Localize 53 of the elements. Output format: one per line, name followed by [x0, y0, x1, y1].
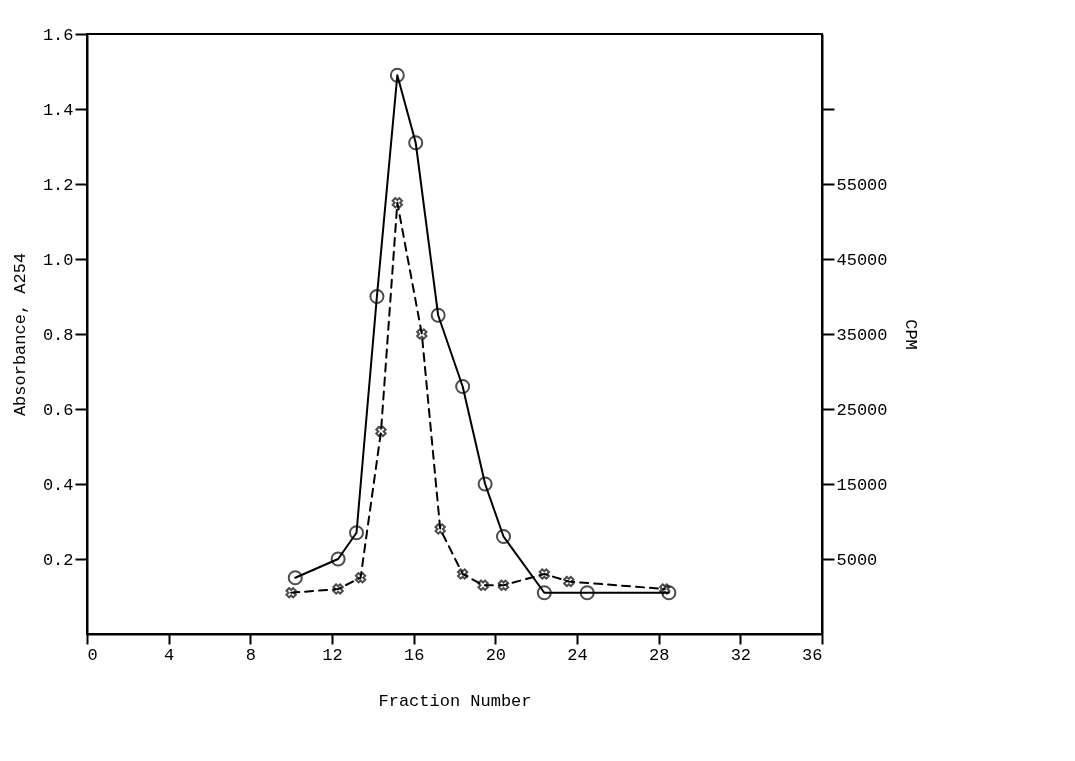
- x-tick-label: 8: [245, 645, 256, 665]
- point: [348, 525, 365, 541]
- point: [455, 378, 471, 395]
- point: [579, 585, 595, 601]
- y-tick-label: 1.6: [42, 25, 74, 45]
- point: [354, 572, 367, 584]
- x-tick-label: 12: [322, 645, 343, 665]
- point: [375, 425, 387, 438]
- y2-tick-label: 25000: [836, 400, 888, 420]
- y2-tick-label: 15000: [836, 475, 888, 495]
- x-tick-label: 16: [403, 645, 425, 665]
- x-tick-label: 0: [87, 645, 98, 665]
- y2-axis-title: CPM: [900, 319, 920, 350]
- point: [659, 583, 671, 595]
- y-tick-label: 1.2: [42, 175, 74, 195]
- x-tick-label: 24: [567, 645, 588, 665]
- y-tick-label: 0.6: [42, 400, 74, 420]
- point: [391, 197, 404, 209]
- x-tick-label: 36: [802, 645, 823, 665]
- point: [389, 67, 405, 83]
- point: [369, 288, 385, 305]
- point: [563, 575, 575, 588]
- point: [330, 551, 346, 567]
- point: [661, 585, 677, 601]
- x-tick-label: 28: [648, 645, 670, 665]
- point: [287, 570, 303, 586]
- x-tick-label: 20: [485, 645, 507, 665]
- point: [332, 583, 344, 595]
- point: [434, 523, 446, 535]
- point: [430, 307, 446, 323]
- point: [285, 587, 297, 599]
- y2-tick-label: 55000: [836, 175, 888, 195]
- point: [477, 476, 493, 492]
- y-tick-label: 0.2: [42, 550, 74, 570]
- y-tick-label: 1.4: [42, 100, 74, 120]
- point: [416, 328, 428, 340]
- y-tick-label: 0.4: [42, 475, 74, 495]
- y-tick-label: 0.8: [42, 325, 74, 345]
- point: [477, 579, 489, 591]
- x-axis-title: Fraction Number: [378, 691, 532, 711]
- point: [408, 135, 424, 151]
- y-axis-title: Absorbance, A254: [10, 252, 30, 417]
- y2-tick-label: 45000: [836, 250, 888, 270]
- point: [538, 568, 551, 580]
- y-tick-label: 1.0: [42, 250, 74, 270]
- point: [536, 585, 552, 601]
- point: [495, 528, 512, 545]
- x-tick-label: 32: [730, 645, 752, 665]
- point: [497, 579, 510, 591]
- x-tick-label: 4: [164, 645, 175, 665]
- y2-tick-label: 5000: [836, 550, 878, 570]
- y2-tick-label: 35000: [836, 325, 888, 345]
- point: [456, 568, 469, 580]
